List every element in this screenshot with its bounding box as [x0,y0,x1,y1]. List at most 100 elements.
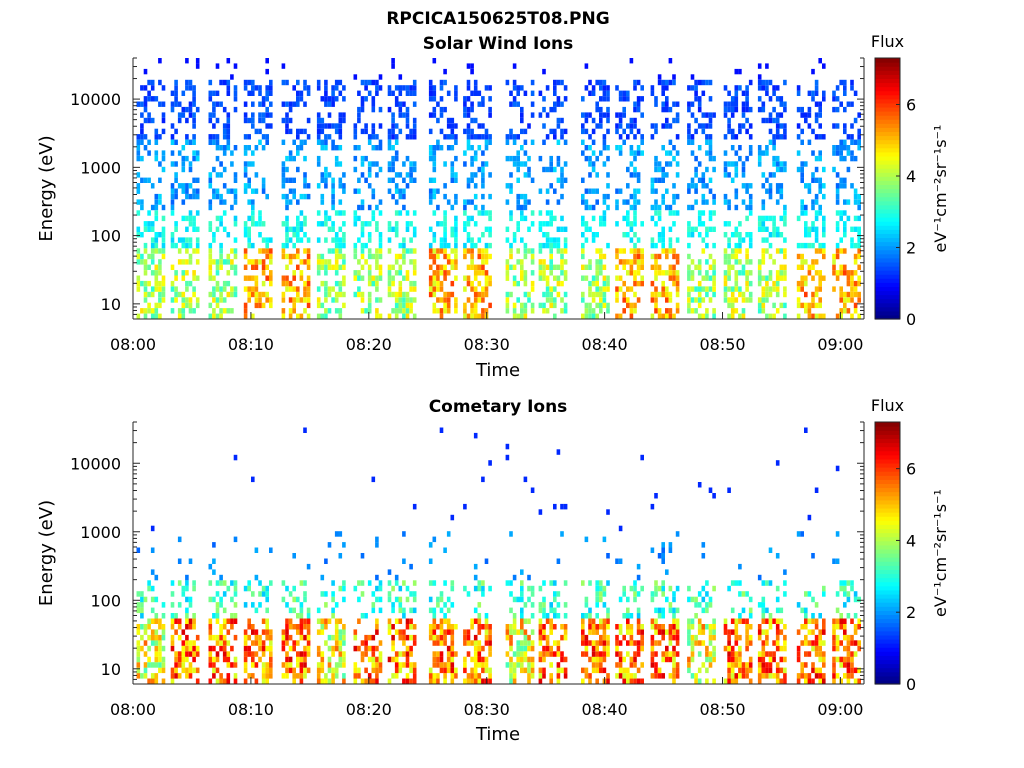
flux-cell [850,280,854,287]
flux-cell [606,308,610,314]
flux-cell [622,96,626,102]
flux-cell [523,139,528,145]
flux-cell [409,563,413,570]
flux-cell [269,634,273,641]
flux-cell [654,673,658,679]
flux-cell [687,221,691,227]
flux-cell [481,645,485,652]
flux-cell [636,145,641,151]
flux-cell [839,656,843,663]
flux-cell [470,177,474,183]
flux-cell [185,673,189,679]
flux-cell [360,297,365,303]
flux-cell [665,79,669,86]
flux-cell [599,656,603,663]
flux-cell [675,150,680,156]
flux-cell [398,242,403,249]
flux-cell [219,308,223,314]
flux-cell [581,667,585,674]
colorbar-segment [875,86,900,92]
flux-cell [668,123,673,129]
flux-cell [665,172,669,178]
flux-cell [705,645,709,652]
flux-cell [730,313,735,319]
flux-cell [226,308,231,314]
flux-cell [668,673,673,679]
flux-cell [606,618,610,624]
flux-cell [477,678,482,684]
flux-cell [615,673,619,679]
flux-cell [215,607,220,614]
flux-cell [615,645,619,652]
flux-cell [170,280,175,287]
flux-cell [811,678,815,684]
flux-cell [140,673,144,679]
flux-cell [748,183,753,189]
flux-cell [470,640,474,646]
flux-cell [161,253,166,260]
flux-cell [775,596,780,603]
flux-cell [143,226,148,232]
flux-cell [657,313,662,319]
flux-cell [136,232,141,238]
y-tick-label: 10 [101,660,121,679]
flux-cell [509,580,513,586]
flux-cell [488,460,492,466]
flux-cell [748,145,753,151]
flux-cell [353,188,358,194]
flux-cell [606,172,610,178]
flux-cell [269,302,273,309]
flux-cell [342,634,346,641]
flux-cell [772,656,776,663]
flux-cell [556,645,561,652]
flux-cell [694,634,698,641]
flux-cell [161,678,166,684]
flux-cell [730,134,735,140]
flux-cell [818,613,822,619]
flux-cell [757,85,762,91]
flux-cell [251,150,255,156]
flux-cell [360,656,365,663]
flux-cell [523,602,528,608]
flux-cell [254,678,259,684]
flux-cell [439,667,444,674]
flux-cell [265,123,269,129]
flux-cell [560,226,564,232]
flux-cell [738,237,742,243]
flux-cell [783,275,787,281]
flux-cell [730,253,735,260]
flux-cell [796,215,801,222]
colorbar-segment [875,151,900,157]
flux-cell [633,656,637,663]
flux-cell [439,264,444,270]
flux-cell [850,79,854,86]
flux-cell [367,79,372,86]
flux-cell [261,101,266,107]
flux-cell [409,667,413,674]
flux-cell [174,662,178,668]
flux-cell [258,656,262,663]
flux-cell [657,210,662,216]
flux-cell [505,662,510,668]
flux-cell [835,634,840,641]
flux-cell [636,280,641,287]
flux-cell [320,253,325,260]
flux-cell [618,286,623,292]
flux-cell [734,226,739,232]
flux-cell [439,308,444,314]
flux-cell [192,112,196,118]
flux-cell [807,183,812,189]
flux-cell [292,177,296,183]
flux-cell [353,242,358,249]
flux-cell [846,613,851,619]
flux-cell [581,128,585,135]
flux-cell [730,112,735,118]
flux-cell [150,291,155,298]
flux-cell [147,79,151,86]
flux-cell [327,172,332,178]
flux-cell [405,275,410,281]
flux-cell [331,226,335,232]
flux-cell [281,166,286,173]
flux-cell [181,667,186,674]
flux-cell [281,662,286,668]
